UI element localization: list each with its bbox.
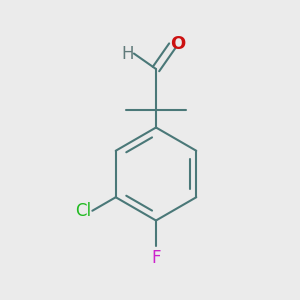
Text: F: F [151, 249, 161, 267]
Text: Cl: Cl [75, 202, 91, 220]
Text: O: O [170, 35, 185, 53]
Text: H: H [122, 44, 134, 62]
